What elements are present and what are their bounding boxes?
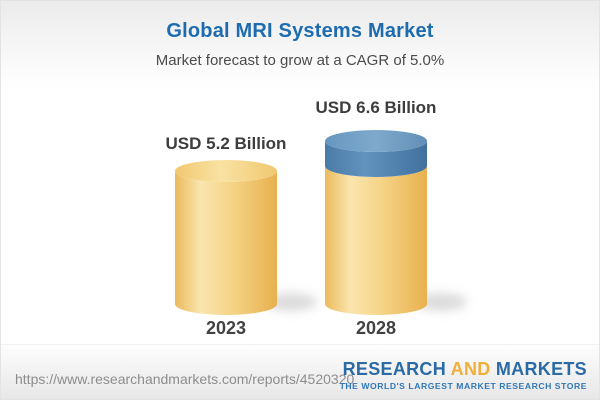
header-band: Global MRI Systems Market Market forecas… [1,1,599,91]
bar-2028-category-label: 2028 [355,318,397,338]
footer-band: https://www.researchandmarkets.com/repor… [1,344,599,399]
logo-word-and: AND [450,359,491,379]
bar-2028-shadow [415,293,467,311]
logo-word-research: RESEARCH [342,359,447,379]
bar-2023-cylinder [175,160,277,315]
bar-2023-value-label: USD 5.2 Billion [165,134,287,153]
research-and-markets-logo: RESEARCH AND MARKETS THE WORLD'S LARGEST… [340,359,587,391]
logo-tagline: THE WORLD'S LARGEST MARKET RESEARCH STOR… [339,381,587,391]
report-url: https://www.researchandmarkets.com/repor… [15,371,355,387]
bar-2028-value-label: USD 6.6 Billion [315,98,437,117]
bar-2028-growth-segment [325,130,427,177]
logo-wordmark: RESEARCH AND MARKETS [340,359,587,380]
chart-subtitle: Market forecast to grow at a CAGR of 5.0… [155,52,445,69]
bar-2023-category-label: 2023 [205,318,247,338]
chart-title: Global MRI Systems Market [166,20,434,42]
bar-2028-base-segment [325,166,427,315]
logo-word-markets: MARKETS [495,359,587,379]
bar-2023-shadow [265,293,317,311]
